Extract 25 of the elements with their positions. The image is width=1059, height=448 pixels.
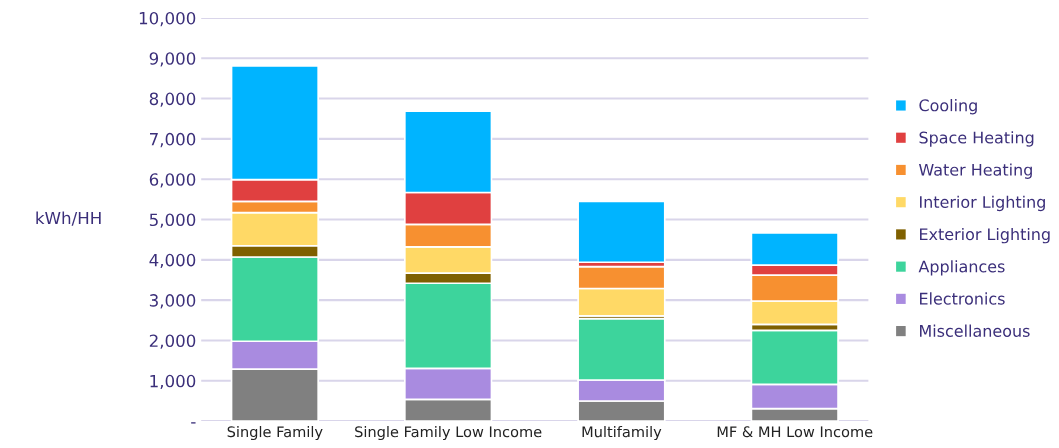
y-tick-label: 2,000 [149, 334, 196, 349]
y-tick-label: 5,000 [149, 213, 196, 228]
y-tick-label: 3,000 [149, 294, 196, 309]
legend-label: Interior Lighting [920, 195, 1045, 212]
x-tick-label: Single Family [227, 425, 323, 441]
legend-label: Space Heating [919, 131, 1034, 147]
bar [577, 200, 666, 264]
legend-label: Miscellaneous [920, 324, 1030, 337]
x-tick-label: Single Family Low Income [355, 425, 542, 441]
y-tick-label: 4,000 [149, 253, 196, 269]
y-tick-label: 8,000 [149, 92, 196, 107]
legend-label: Electronics [920, 292, 1005, 305]
legend-label: Water Heating [918, 163, 1032, 179]
y-tick-label: 6,000 [149, 173, 196, 188]
y-tick-label: 10,000 [139, 11, 196, 27]
legend-label: Exterior Lighting [920, 227, 1050, 244]
y-tick-label: 1,000 [150, 374, 196, 390]
y-tick-label: 9,000 [149, 52, 196, 67]
legend-label: Cooling [919, 98, 977, 115]
legend-label: Appliances [918, 260, 1005, 276]
x-tick-label: MF & MH Low Income [717, 426, 873, 438]
y-tick-label: 7,000 [150, 132, 196, 148]
x-tick-label: Multifamily [582, 425, 662, 441]
y-axis-title: kWh/HH [36, 211, 101, 226]
y-tick-label: - [191, 422, 196, 424]
